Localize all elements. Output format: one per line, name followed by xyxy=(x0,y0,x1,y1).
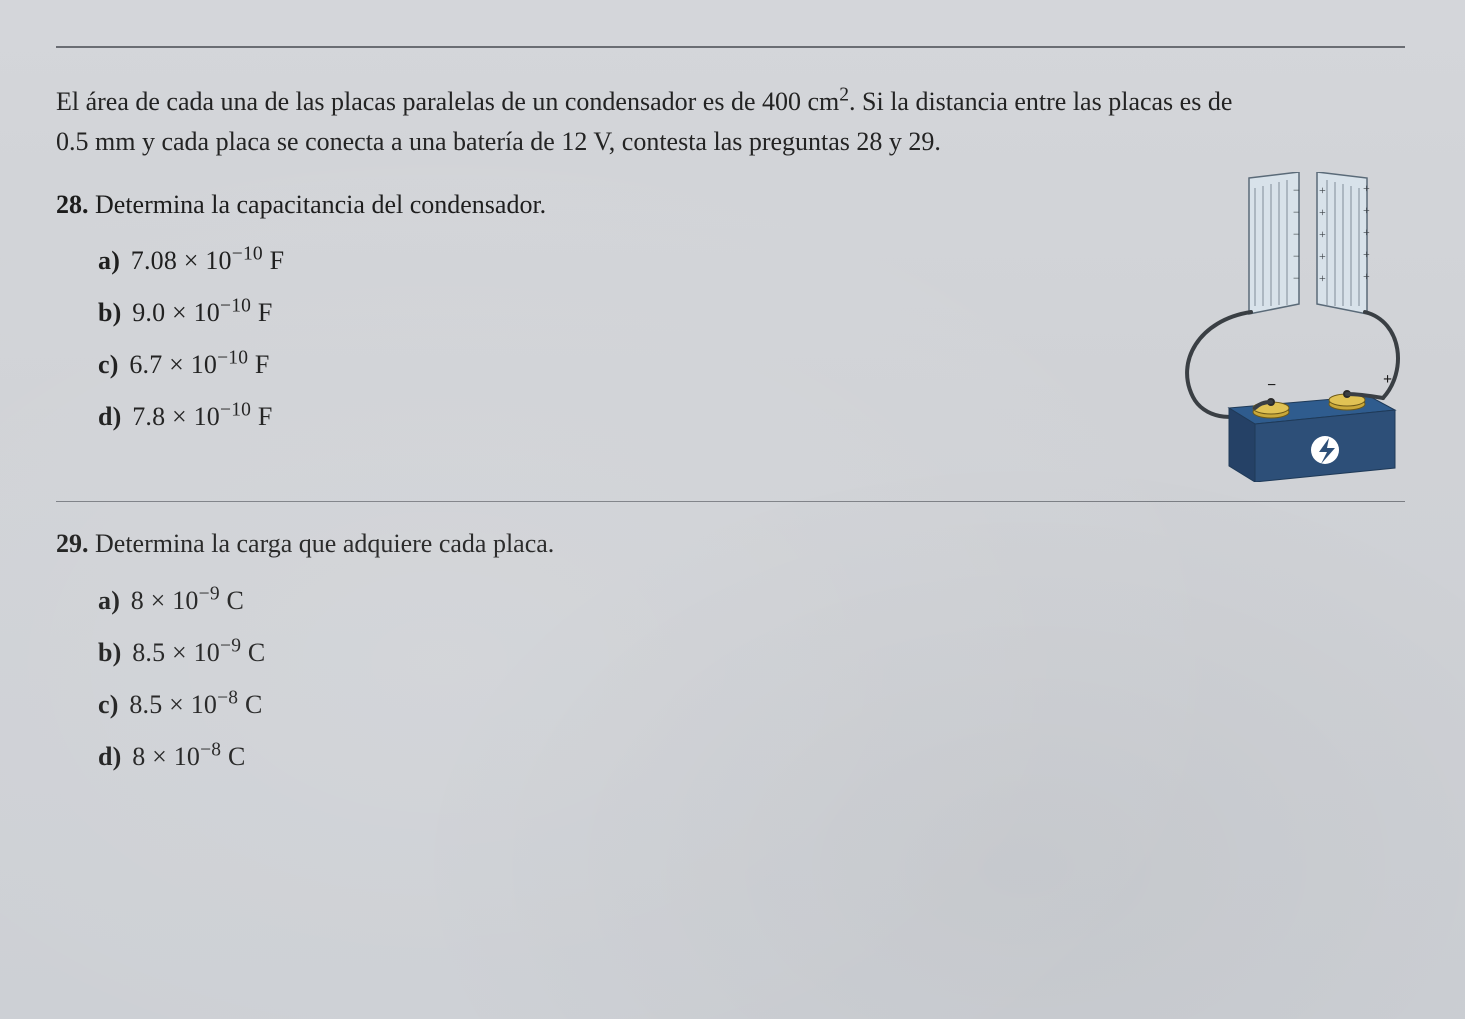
option-base: 8.5 xyxy=(132,638,165,667)
option-base: 6.7 xyxy=(129,350,162,379)
option-unit: C xyxy=(245,690,263,719)
times-sign: × 10 xyxy=(172,638,220,667)
svg-text:−: − xyxy=(1293,183,1300,197)
option-unit: F xyxy=(270,246,285,275)
battery: − + xyxy=(1229,371,1395,482)
intro-distance: 0.5 mm xyxy=(56,127,135,156)
option-unit: F xyxy=(258,402,273,431)
right-plate: + + + + + + + + + + xyxy=(1317,172,1370,314)
option-label: a) xyxy=(98,246,120,275)
mid-horizontal-rule xyxy=(56,501,1405,502)
page: El área de cada una de las placas parale… xyxy=(0,0,1465,1019)
option-base: 7.08 xyxy=(131,246,177,275)
right-wire xyxy=(1365,312,1398,398)
svg-text:+: + xyxy=(1363,203,1370,217)
capacitor-diagram: − − − − − + + + + + + + xyxy=(1159,172,1407,482)
times-sign: × 10 xyxy=(172,298,220,327)
option-label: d) xyxy=(98,742,122,771)
option-exp: −8 xyxy=(217,687,238,708)
option-unit: F xyxy=(258,298,273,327)
svg-text:+: + xyxy=(1363,181,1370,195)
intro-area-value: 400 xyxy=(762,87,801,116)
svg-text:+: + xyxy=(1363,269,1370,283)
left-wire xyxy=(1187,312,1255,417)
top-horizontal-rule xyxy=(56,46,1405,48)
svg-text:+: + xyxy=(1383,371,1392,388)
option-label: b) xyxy=(98,298,122,327)
question-29-options: a) 8 × 10−9 C b) 8.5 × 10−9 C c) 8.5 × 1… xyxy=(98,575,1433,783)
option-unit: C xyxy=(228,742,246,771)
svg-text:+: + xyxy=(1363,247,1370,261)
svg-text:+: + xyxy=(1319,227,1326,241)
option-label: c) xyxy=(98,690,119,719)
option-unit: F xyxy=(255,350,270,379)
question-29-text: Determina la carga que adquiere cada pla… xyxy=(95,529,554,558)
option-base: 8 xyxy=(132,742,145,771)
intro-area-unit: cm xyxy=(808,87,840,116)
option-label: a) xyxy=(98,586,120,615)
times-sign: × 10 xyxy=(151,586,199,615)
option-label: b) xyxy=(98,638,122,667)
option-29-c: c) 8.5 × 10−8 C xyxy=(98,679,1433,731)
question-29: 29. Determina la carga que adquiere cada… xyxy=(56,524,1433,564)
times-sign: × 10 xyxy=(172,402,220,431)
times-sign: × 10 xyxy=(169,350,217,379)
svg-text:+: + xyxy=(1319,183,1326,197)
option-label: c) xyxy=(98,350,119,379)
intro-text-d: , contesta las preguntas 28 y 29. xyxy=(609,127,941,156)
option-exp: −9 xyxy=(199,583,220,604)
times-sign: × 10 xyxy=(152,742,200,771)
svg-text:+: + xyxy=(1319,271,1326,285)
option-exp: −10 xyxy=(232,244,263,265)
svg-text:−: − xyxy=(1267,377,1276,394)
svg-text:+: + xyxy=(1319,205,1326,219)
option-29-b: b) 8.5 × 10−9 C xyxy=(98,627,1433,679)
intro-text-b: . Si la distancia entre las placas es de xyxy=(849,87,1232,116)
svg-text:−: − xyxy=(1293,249,1300,263)
option-base: 8.5 xyxy=(129,690,162,719)
times-sign: × 10 xyxy=(184,246,232,275)
intro-area-unit-sup: 2 xyxy=(839,84,849,105)
option-unit: C xyxy=(227,586,245,615)
option-exp: −10 xyxy=(220,400,251,421)
question-28-number: 28. xyxy=(56,190,89,219)
option-base: 9.0 xyxy=(132,298,165,327)
option-exp: −10 xyxy=(220,296,251,317)
option-29-d: d) 8 × 10−8 C xyxy=(98,731,1433,783)
question-29-number: 29. xyxy=(56,529,89,558)
option-label: d) xyxy=(98,402,122,431)
intro-text-a: El área de cada una de las placas parale… xyxy=(56,87,762,116)
option-base: 8 xyxy=(131,586,144,615)
times-sign: × 10 xyxy=(169,690,217,719)
svg-text:−: − xyxy=(1293,205,1300,219)
option-29-a: a) 8 × 10−9 C xyxy=(98,575,1433,627)
intro-text-c: y cada placa se conecta a una batería de xyxy=(135,127,561,156)
problem-intro: El área de cada una de las placas parale… xyxy=(56,82,1233,161)
option-exp: −9 xyxy=(220,635,241,656)
option-unit: C xyxy=(248,638,266,667)
question-28-text: Determina la capacitancia del condensado… xyxy=(95,190,546,219)
capacitor-svg: − − − − − + + + + + + + xyxy=(1159,172,1407,482)
option-base: 7.8 xyxy=(132,402,165,431)
svg-text:+: + xyxy=(1319,249,1326,263)
option-exp: −8 xyxy=(200,739,221,760)
intro-voltage: 12 V xyxy=(561,127,608,156)
left-plate: − − − − − xyxy=(1249,172,1300,314)
svg-text:+: + xyxy=(1363,225,1370,239)
option-exp: −10 xyxy=(217,348,248,369)
svg-text:−: − xyxy=(1293,271,1300,285)
svg-text:−: − xyxy=(1293,227,1300,241)
